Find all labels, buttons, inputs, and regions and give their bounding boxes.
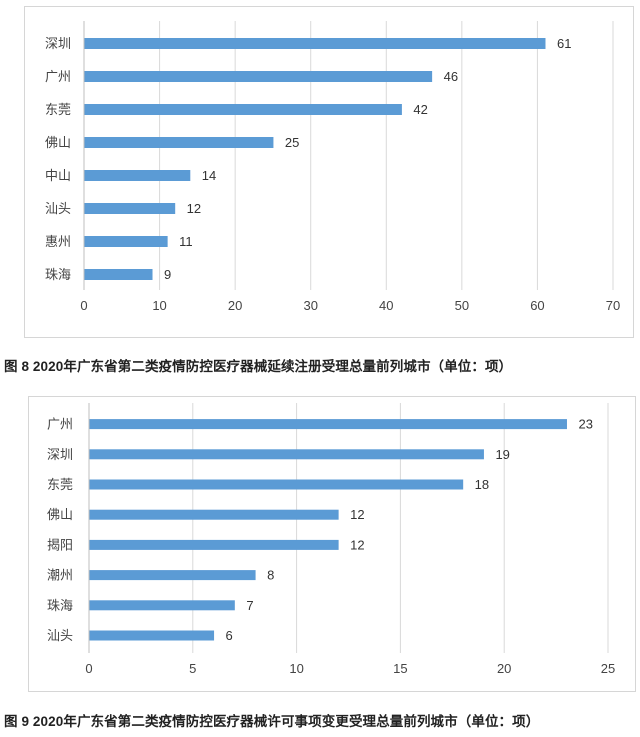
- bar-value-label: 18: [475, 477, 489, 492]
- bar-value-label: 9: [164, 267, 171, 282]
- bar: [89, 449, 484, 460]
- x-tick-label: 70: [606, 298, 620, 313]
- category-label: 中山: [45, 169, 71, 184]
- chart-1-caption: 图 8 2020年广东省第二类疫情防控医疗器械延续注册受理总量前列城市（单位：项…: [4, 359, 513, 374]
- x-tick-label: 10: [152, 298, 166, 313]
- x-tick-label: 20: [228, 298, 242, 313]
- bar: [89, 570, 256, 581]
- category-label: 佛山: [47, 508, 73, 523]
- x-tick-label: 30: [303, 298, 317, 313]
- x-tick-label: 0: [85, 661, 92, 676]
- category-label: 广州: [47, 418, 73, 433]
- bar-value-label: 12: [350, 507, 364, 522]
- category-label: 东莞: [45, 103, 71, 118]
- bar: [89, 509, 339, 520]
- bar: [89, 419, 567, 430]
- bar-value-label: 12: [187, 201, 201, 216]
- x-tick-label: 0: [80, 298, 87, 313]
- bar: [89, 479, 464, 490]
- bar: [84, 104, 402, 115]
- bar: [89, 630, 215, 641]
- chart-2-caption: 图 9 2020年广东省第二类疫情防控医疗器械许可事项变更受理总量前列城市（单位…: [4, 714, 540, 729]
- x-tick-label: 50: [455, 298, 469, 313]
- bar: [84, 71, 433, 82]
- bar-value-label: 12: [350, 537, 364, 552]
- x-tick-label: 60: [530, 298, 544, 313]
- bar-value-label: 6: [226, 628, 233, 643]
- category-label: 深圳: [45, 37, 71, 52]
- bar-value-label: 14: [202, 168, 216, 183]
- bar: [84, 137, 274, 148]
- bar-value-label: 11: [179, 234, 193, 249]
- x-tick-label: 5: [189, 661, 196, 676]
- category-label: 汕头: [45, 202, 71, 217]
- category-label: 揭阳: [47, 538, 73, 553]
- category-label: 珠海: [47, 599, 73, 614]
- chart-2: 0 5 10 15 20 25 广州 23 深圳 19 东莞 18 佛山 12 揭阳 12 潮州 8 珠海 7 汕头 6: [28, 396, 636, 692]
- x-tick-label: 20: [497, 661, 511, 676]
- bar: [84, 38, 546, 49]
- bar: [89, 539, 339, 550]
- category-label: 潮州: [47, 569, 73, 584]
- bar: [84, 269, 153, 280]
- category-label: 汕头: [47, 629, 73, 644]
- chart-2-plot: 0 5 10 15 20 25 广州 23 深圳 19 东莞 18 佛山 12 揭阳 12 潮州 8 珠海 7 汕头 6: [47, 403, 615, 676]
- category-label: 东莞: [47, 478, 73, 493]
- chart-1: 0 10 20 30 40 50 60 70 深圳 61 广州 46 东莞 42 佛山 25 中山 14 汕头 12 惠…: [24, 6, 634, 338]
- category-label: 珠海: [45, 268, 71, 283]
- x-tick-label: 10: [289, 661, 303, 676]
- x-tick-label: 15: [393, 661, 407, 676]
- bar: [84, 236, 168, 247]
- chart-1-plot: 0 10 20 30 40 50 60 70 深圳 61 广州 46 东莞 42 佛山 25 中山 14 汕头 12 惠…: [45, 21, 620, 313]
- x-tick-label: 40: [379, 298, 393, 313]
- x-tick-label: 25: [601, 661, 615, 676]
- bar-value-label: 19: [495, 447, 509, 462]
- bar-value-label: 25: [285, 135, 299, 150]
- category-label: 惠州: [45, 235, 71, 250]
- bar-value-label: 23: [578, 417, 592, 432]
- bar-value-label: 46: [444, 69, 458, 84]
- bar-value-label: 8: [267, 568, 274, 583]
- bar-value-label: 61: [557, 36, 571, 51]
- bar-value-label: 7: [246, 598, 253, 613]
- bar-value-label: 42: [413, 102, 427, 117]
- bar: [84, 170, 191, 181]
- category-label: 深圳: [47, 448, 73, 463]
- category-label: 广州: [45, 70, 71, 85]
- category-label: 佛山: [45, 136, 71, 151]
- bar: [84, 203, 176, 214]
- bar: [89, 600, 235, 611]
